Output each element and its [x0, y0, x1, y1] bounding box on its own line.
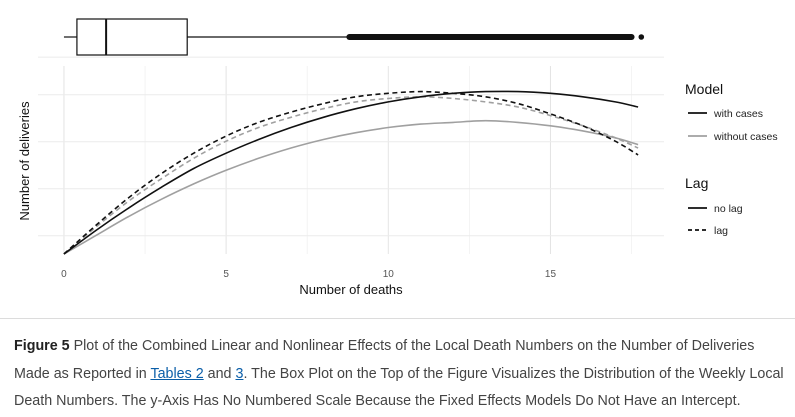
x-tick-label: 15: [545, 269, 557, 280]
boxplot-box: [76, 18, 188, 56]
legend: Model with cases without cases Lag no la…: [685, 81, 778, 237]
series-line-without-cases-lag: [63, 95, 639, 255]
x-tick-label: 0: [61, 269, 67, 280]
x-tick-label: 10: [383, 269, 395, 280]
x-axis-ticks: 0 5 10 15: [61, 269, 556, 280]
caption-divider: [0, 318, 795, 319]
caption-text-3: . The Box Plot on the Top of the Figure …: [14, 365, 784, 410]
boxplot: [63, 18, 645, 56]
x-axis-title: Number of deaths: [299, 282, 403, 297]
table-3-link[interactable]: 3: [235, 365, 244, 382]
x-tick-label: 5: [223, 269, 229, 280]
figure-caption: Figure 5 Plot of the Combined Linear and…: [14, 333, 789, 416]
chart: 0 5 10 15 Number of deaths Number of delive…: [17, 18, 778, 297]
series-lines: [63, 90, 639, 255]
legend-label-with-cases: with cases: [713, 108, 763, 120]
tables-2-link[interactable]: Tables 2: [150, 365, 204, 382]
caption-text-2: and: [203, 365, 236, 382]
legend-label-without-cases: without cases: [713, 131, 778, 143]
series-line-without-cases-no-lag: [63, 119, 639, 255]
caption-text-1: Plot of the Combined Linear and Nonlinea…: [14, 338, 755, 382]
y-axis-title: Number of deliveries: [17, 101, 32, 221]
figure-label: Figure 5: [14, 338, 70, 354]
legend-label-lag: lag: [714, 225, 728, 237]
legend-label-no-lag: no lag: [714, 203, 743, 215]
boxplot-outlier-max: [638, 34, 645, 40]
grid: [38, 56, 664, 254]
legend-model-title: Model: [685, 81, 723, 97]
series-line-with-cases-no-lag: [63, 90, 639, 255]
legend-lag-title: Lag: [685, 175, 708, 191]
series-line-with-cases-lag: [63, 90, 639, 255]
